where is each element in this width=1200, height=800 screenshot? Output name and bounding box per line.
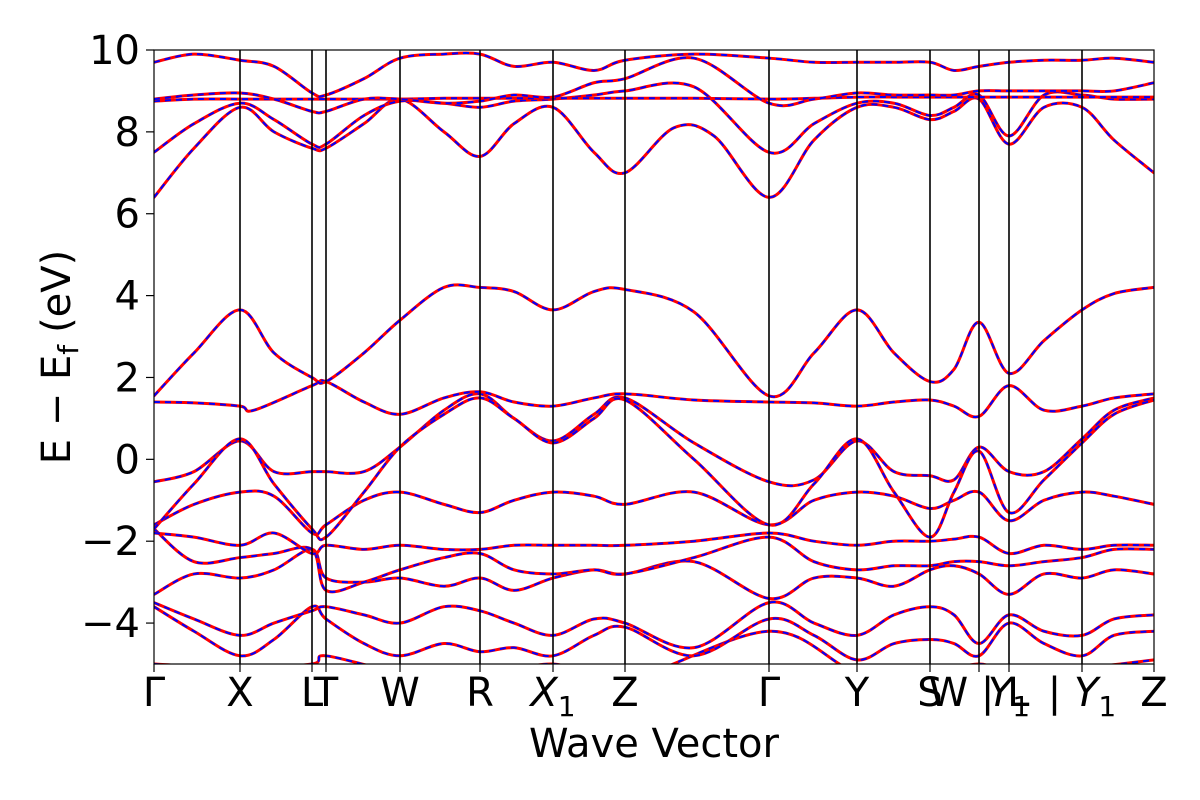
band-line-blue	[154, 605, 1154, 661]
y-axis-label-main: E − E	[34, 355, 80, 465]
x-tick-label: Z	[611, 670, 638, 716]
x-axis-label: Wave Vector	[529, 721, 780, 767]
band-line-red	[154, 392, 1154, 488]
y-tick-label: 0	[115, 437, 140, 483]
y-tick-label: 8	[115, 110, 140, 156]
y-tick-label: −2	[81, 519, 140, 565]
band-line-blue	[154, 548, 1154, 600]
x-tick-label: Y	[844, 670, 870, 716]
band-line-red	[154, 378, 1154, 419]
y-axis-label-sub: f	[52, 344, 85, 355]
y-tick-label: 2	[115, 355, 140, 401]
y-axis-label: E − Ef (eV)	[34, 250, 85, 465]
band-line-blue	[154, 528, 1154, 593]
x-tick-label: X	[226, 670, 253, 716]
x-axis: Γ X LT W R X1 Z Γ Y SW | LY1 | Y1 Z	[143, 664, 1168, 723]
x-tick-label: | Y1	[1048, 670, 1116, 723]
x-tick-label: Z	[1140, 670, 1167, 716]
band-line-blue	[154, 82, 1154, 155]
x-tick-label: S	[917, 670, 942, 716]
x-tick-label: W | L	[929, 670, 1030, 716]
y-tick-label: 10	[89, 28, 140, 74]
x-tick-label: Y1	[988, 670, 1030, 723]
band-line-red	[154, 527, 1154, 594]
band-line-blue	[154, 489, 1154, 536]
x-tick-label: R	[466, 670, 494, 716]
x-tick-label: T	[313, 670, 339, 716]
bands-layer	[154, 51, 1154, 664]
y-tick-label: −4	[81, 601, 140, 647]
band-line-blue	[154, 379, 1154, 418]
band-line-blue	[154, 630, 1154, 664]
band-line-blue	[154, 396, 1154, 541]
x-tick-label: L	[301, 670, 324, 716]
band-line-blue	[154, 601, 1154, 649]
kpoint-lines	[239, 50, 1083, 664]
band-line-blue	[154, 392, 1154, 487]
y-tick-label: 6	[115, 192, 140, 238]
y-axis-label-unit: (eV)	[34, 250, 80, 333]
band-line-blue	[154, 96, 1154, 199]
band-line-red	[154, 547, 1154, 601]
band-line-red	[154, 283, 1154, 399]
x-tick-label: Γ	[143, 670, 166, 716]
x-tick-label: W	[380, 670, 420, 716]
band-line-red	[154, 96, 1154, 199]
band-line-blue	[154, 283, 1154, 398]
band-line-blue	[154, 56, 1154, 114]
plot-frame	[153, 49, 1155, 665]
y-axis: −4 −2 0 2 4 6 8 10	[81, 28, 154, 647]
x-tick-label: X1	[528, 670, 575, 723]
x-tick-label: Γ	[758, 670, 781, 716]
y-tick-label: 4	[115, 274, 140, 320]
